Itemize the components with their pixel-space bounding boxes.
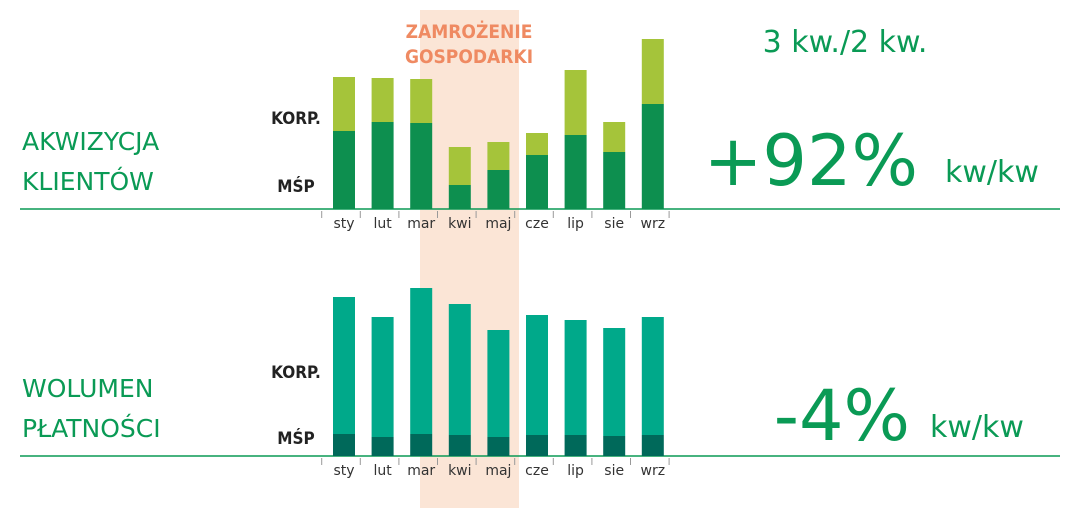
bar-segment [564, 320, 587, 435]
bar-segment [448, 185, 471, 209]
change-unit: kw/kw [930, 410, 1024, 445]
x-tick-label: lut [373, 216, 392, 232]
bar-segment [410, 288, 433, 434]
x-tick-label: sty [333, 463, 354, 479]
chart-title: AKWIZYCJA [22, 127, 159, 156]
bar-segment [448, 304, 471, 435]
x-tick-label: mar [407, 463, 435, 479]
bar-segment [448, 147, 471, 185]
bar-segment [333, 77, 355, 131]
x-tick-label: maj [485, 216, 511, 232]
x-tick-label: wrz [641, 463, 666, 479]
bar-segment [641, 39, 664, 104]
bar-segment [333, 131, 355, 209]
x-tick-label: sty [333, 216, 354, 232]
bar-segment [448, 435, 471, 456]
chart-title: PŁATNOŚCI [22, 413, 161, 443]
bar-segment [333, 434, 355, 456]
legend-label: KORP. [271, 109, 321, 129]
period: 3 kw./2 kw. [763, 25, 928, 60]
bar-segment [371, 122, 394, 209]
legend-label: MŚP [277, 427, 314, 449]
bar-segment [410, 123, 433, 209]
chart-title: WOLUMEN [22, 374, 153, 403]
x-tick-label: kwi [448, 216, 471, 232]
annotation: ZAMROŻENIE [406, 19, 533, 43]
bar-segment [526, 315, 548, 435]
bar-segment [487, 437, 510, 456]
chart-title: KLIENTÓW [22, 166, 154, 196]
bar-segment [487, 170, 510, 209]
bar-segment [487, 142, 510, 170]
bar-segment [641, 435, 664, 456]
bar-segment [603, 328, 626, 436]
annotation: GOSPODARKI [405, 46, 533, 68]
change-unit: kw/kw [945, 155, 1039, 190]
legend-label: MŚP [277, 175, 314, 197]
bar-segment [333, 297, 355, 434]
change-value: -4% [774, 375, 910, 457]
x-tick-label: lip [567, 463, 584, 479]
x-tick-label: lut [373, 463, 392, 479]
change-value: +92% [704, 120, 918, 202]
x-tick-label: kwi [448, 463, 471, 479]
x-tick-label: cze [525, 463, 549, 479]
x-tick-label: sie [604, 216, 624, 232]
bar-segment [564, 435, 587, 456]
bar-segment [603, 122, 626, 152]
bar-segment [487, 330, 510, 437]
bar-segment [410, 434, 433, 456]
bar-segment [371, 78, 394, 122]
bar-segment [371, 317, 394, 437]
x-tick-label: maj [485, 463, 511, 479]
bar-segment [641, 104, 664, 209]
bar-segment [564, 135, 587, 209]
bar-segment [564, 70, 587, 135]
bar-segment [371, 437, 394, 456]
bar-segment [526, 133, 548, 155]
x-tick-label: cze [525, 216, 549, 232]
x-tick-label: lip [567, 216, 584, 232]
x-tick-label: wrz [641, 216, 666, 232]
bar-segment [526, 155, 548, 209]
legend-label: KORP. [271, 363, 321, 383]
bar-segment [410, 79, 433, 123]
bar-segment [603, 152, 626, 209]
bar-segment [641, 317, 664, 435]
x-tick-label: mar [407, 216, 435, 232]
bar-segment [526, 435, 548, 456]
x-tick-label: sie [604, 463, 624, 479]
bar-segment [603, 436, 626, 456]
